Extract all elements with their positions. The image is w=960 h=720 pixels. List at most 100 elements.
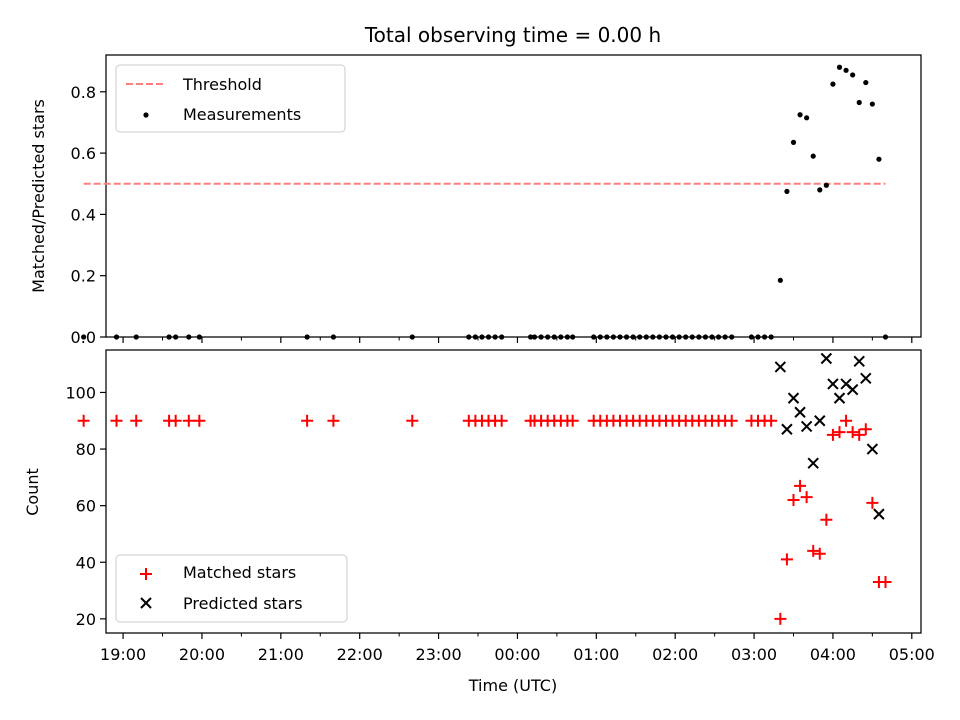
matched-star-point [566, 414, 579, 427]
measurement-point [810, 153, 816, 159]
measurement-point [538, 334, 544, 340]
matched-star-point [130, 414, 143, 427]
top-y-tick-label: 0.8 [71, 83, 96, 102]
bottom-x-tick-label: 05:00 [889, 645, 935, 664]
measurement-point [466, 334, 472, 340]
measurement-point [663, 334, 669, 340]
matched-star-point [826, 428, 839, 441]
bottom-y-ticks: 20 40 60 80 100 [65, 383, 106, 629]
measurement-point [186, 334, 192, 340]
matched-star-point [406, 414, 419, 427]
measurement-point [81, 334, 87, 340]
measurement-point [856, 99, 862, 106]
matched-star-point [794, 479, 807, 492]
bottom-x-tick-label: 22:00 [337, 645, 383, 664]
measurement-point [882, 334, 889, 340]
measurement-point [683, 334, 689, 340]
matched-star-point [879, 576, 892, 589]
predicted-star-point [860, 372, 872, 385]
predicted-star-point [873, 508, 885, 520]
matched-star-point [859, 423, 872, 436]
measurement-point [196, 334, 202, 340]
measurement-point [709, 334, 715, 340]
x-axis-label: Time (UTC) [468, 676, 557, 695]
measurement-point [729, 334, 735, 340]
measurement-point [804, 115, 810, 121]
matched-star-point [780, 553, 793, 566]
matched-star-point [182, 414, 195, 427]
measurement-point [850, 72, 856, 78]
measurement-point [823, 182, 829, 188]
predicted-star-point [814, 415, 826, 427]
measurement-point [817, 187, 823, 193]
matched-star-point [787, 493, 800, 506]
measurement-point [755, 334, 761, 340]
bottom-y-tick-label: 40 [76, 553, 96, 572]
matched-star-point [813, 547, 826, 560]
top-y-axis-label: Matched/Predicted stars [29, 99, 48, 293]
predicted-star-point [853, 355, 865, 368]
predicted-star-point [807, 457, 819, 469]
matched-star-point [846, 426, 859, 439]
matched-stars-series [77, 414, 892, 625]
measurement-point [784, 188, 790, 195]
matched-star-point [327, 414, 340, 427]
bottom-y-tick-label: 20 [76, 610, 96, 629]
measurement-point [409, 334, 415, 340]
measurement-point [777, 277, 783, 283]
matched-star-point [77, 414, 90, 427]
bottom-y-tick-label: 100 [65, 383, 96, 402]
measurement-point [591, 334, 597, 340]
measurement-point [748, 334, 755, 340]
measurement-point [173, 334, 179, 340]
bottom-x-tick-label: 03:00 [731, 645, 777, 664]
bottom-x-ticks: 19:00 20:00 21:00 22:00 23:00 00:00 01:00 02:00… [100, 633, 935, 664]
measurement-point [558, 334, 564, 340]
measurement-point [863, 79, 869, 86]
measurement-point [604, 334, 610, 340]
matched-star-point [110, 414, 123, 427]
measurement-point [669, 334, 676, 340]
matched-star-point [820, 513, 833, 526]
top-x-ticks [122, 337, 913, 343]
legend-predicted-label: Predicted stars [183, 594, 303, 613]
predicted-star-point [774, 361, 787, 373]
measurement-point [492, 334, 498, 340]
chart-title: Total observing time = 0.00 h [364, 23, 661, 47]
measurement-point [166, 334, 172, 340]
predicted-star-point [794, 406, 806, 418]
matched-star-point [193, 414, 206, 427]
measurement-point [472, 334, 478, 340]
measurement-point [597, 334, 603, 340]
measurement-point [617, 334, 623, 340]
bottom-plot-frame [105, 349, 922, 634]
matched-star-point [725, 414, 738, 427]
measurement-point [527, 334, 534, 340]
measurement-point [876, 156, 882, 162]
bottom-y-tick-label: 80 [76, 440, 96, 459]
measurement-point [656, 334, 663, 340]
measurement-point [676, 334, 682, 340]
measurement-point [722, 334, 728, 340]
matched-star-point [800, 491, 813, 504]
bottom-y-tick-label: 60 [76, 497, 96, 516]
legend-matched-label: Matched stars [183, 563, 296, 582]
measurement-point [564, 334, 570, 340]
measurement-point [304, 334, 310, 340]
measurement-point [610, 334, 617, 340]
measurement-point [570, 334, 576, 340]
legend-measurements-swatch [143, 112, 149, 118]
legend-matched-swatch [140, 568, 152, 580]
matched-star-point [866, 496, 879, 509]
measurement-point [702, 334, 709, 340]
bottom-legend: Matched stars Predicted stars [115, 554, 348, 623]
legend-measurements-label: Measurements [183, 105, 301, 124]
measurement-point [643, 334, 649, 340]
measurement-point [551, 334, 557, 340]
measurement-point [768, 334, 774, 340]
matched-star-point [853, 428, 866, 441]
measurement-point [113, 334, 120, 340]
bottom-panel: 20 40 60 80 100 19:00 20:00 21:00 22:00 23:00 00:… [23, 349, 935, 695]
matched-star-point [807, 544, 820, 557]
